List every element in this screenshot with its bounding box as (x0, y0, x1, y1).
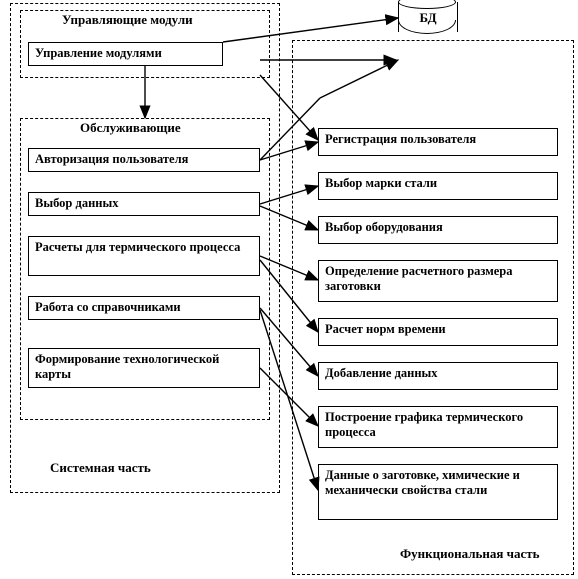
functional-footer: Функциональная часть (398, 546, 542, 562)
box-form: Формирование технологической карты (28, 348, 260, 388)
db-label: БД (399, 10, 457, 26)
box-select: Выбор данных (28, 192, 260, 216)
box-equip: Выбор оборудования (318, 216, 558, 244)
box-data: Данные о заготовке, химические и механич… (318, 464, 558, 520)
serving-title: Обслуживающие (78, 120, 183, 136)
box-time: Расчет норм времени (318, 318, 558, 346)
box-size: Определение расчетного размера заготовки (318, 260, 558, 302)
box-steel: Выбор марки стали (318, 172, 558, 200)
box-graph: Построение графика термического процесса (318, 406, 558, 448)
box-auth: Авторизация пользователя (28, 148, 260, 172)
db-cylinder: БД (398, 2, 458, 32)
managing-title: Управляющие модули (60, 12, 195, 28)
box-reg: Регистрация пользователя (318, 128, 558, 156)
box-calc: Расчеты для термического процесса (28, 236, 260, 276)
box-add: Добавление данных (318, 362, 558, 390)
box-ref: Работа со справочниками (28, 296, 260, 320)
db-top (398, 0, 456, 9)
system-footer: Системная часть (48, 460, 153, 476)
box-manage: Управление модулями (28, 42, 223, 66)
